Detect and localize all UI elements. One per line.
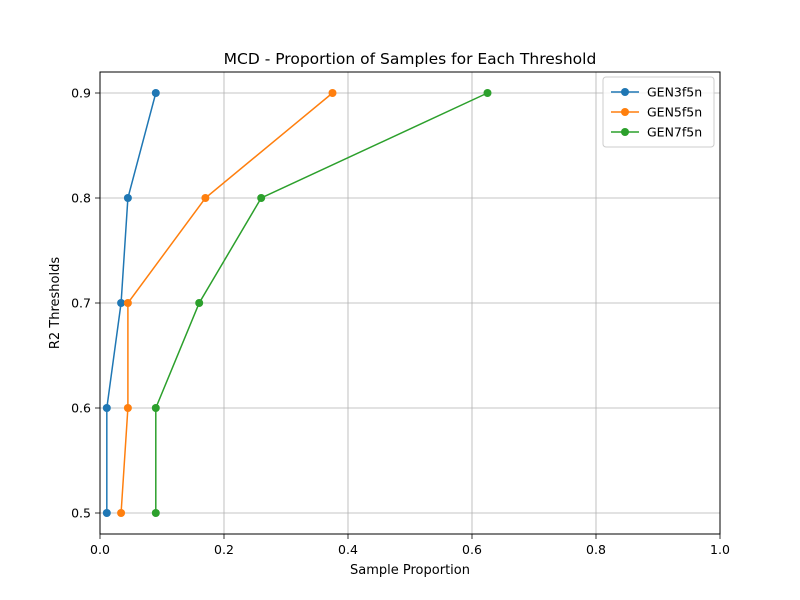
- data-point: [257, 194, 266, 202]
- legend-box: [602, 76, 715, 148]
- series-GEN7f5n: [151, 89, 492, 517]
- data-point: [123, 194, 132, 202]
- legend: GEN3f5n GEN5f5n GEN7f5n: [602, 76, 715, 148]
- data-point: [117, 509, 126, 517]
- x-tick-label: 0.2: [214, 542, 234, 557]
- x-tick-label: 1.0: [710, 542, 730, 557]
- data-point: [195, 299, 204, 307]
- data-point: [201, 194, 210, 202]
- data-point: [151, 404, 160, 412]
- y-tick-label: 0.6: [71, 401, 91, 416]
- x-tick-label: 0.6: [462, 542, 482, 557]
- y-tick-label: 0.8: [71, 191, 91, 206]
- x-axis-label: Sample Proportion: [350, 563, 470, 578]
- data-point: [328, 89, 337, 97]
- legend-item: GEN5f5n: [611, 105, 702, 120]
- x-tick-label: 0.0: [90, 542, 110, 557]
- legend-item: GEN7f5n: [611, 125, 702, 140]
- data-point: [117, 299, 126, 307]
- legend-label: GEN3f5n: [647, 85, 702, 100]
- data-point: [123, 404, 132, 412]
- y-tick-label: 0.7: [71, 296, 91, 311]
- chart-title: MCD - Proportion of Samples for Each Thr…: [224, 50, 597, 68]
- legend-label: GEN5f5n: [647, 105, 702, 120]
- legend-marker: [621, 88, 629, 96]
- legend-item: GEN3f5n: [611, 85, 702, 100]
- data-point: [151, 509, 160, 517]
- legend-label: GEN7f5n: [647, 125, 702, 140]
- y-tick-label: 0.9: [71, 86, 91, 101]
- series-GEN3f5n: [102, 89, 160, 517]
- legend-marker: [621, 108, 629, 116]
- series-GEN5f5n: [117, 89, 337, 517]
- data-point: [102, 404, 111, 412]
- y-axis-label: R2 Thresholds: [48, 257, 63, 350]
- x-tick-label: 0.4: [338, 542, 358, 557]
- data-point: [123, 299, 132, 307]
- data-point: [102, 509, 111, 517]
- data-point: [483, 89, 492, 97]
- data-point: [151, 89, 160, 97]
- legend-marker: [621, 128, 629, 136]
- axis-ticks: 0.0 0.2 0.4 0.6 0.8 1.0 0.5 0.6 0.7 0.8 0.9: [71, 86, 730, 558]
- x-tick-label: 0.8: [586, 542, 606, 557]
- y-tick-label: 0.5: [71, 506, 91, 521]
- plot-series: [102, 89, 492, 517]
